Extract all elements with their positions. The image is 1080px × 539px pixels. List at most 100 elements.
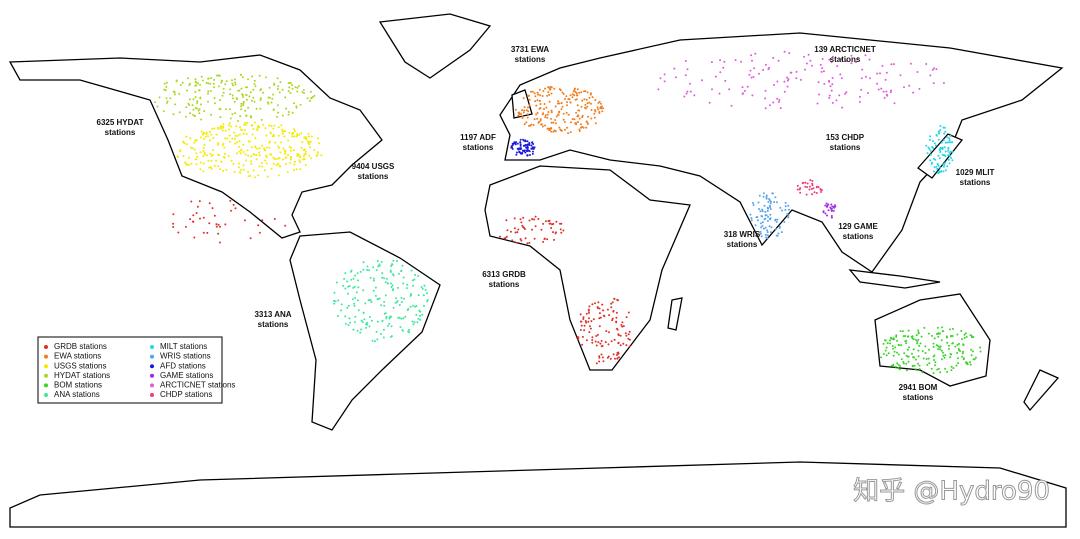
station-dot <box>949 154 952 157</box>
station-dot <box>347 324 350 327</box>
station-dot <box>536 117 539 120</box>
station-dot <box>357 286 360 289</box>
station-dot <box>586 105 589 108</box>
station-dot <box>741 86 744 89</box>
station-dot <box>296 132 299 135</box>
station-dot <box>762 195 765 198</box>
station-dot <box>819 188 822 190</box>
station-dot <box>535 113 538 116</box>
station-dot <box>769 104 771 107</box>
station-dot <box>616 357 619 360</box>
station-dot <box>530 90 532 93</box>
station-dot <box>277 85 280 88</box>
station-dot <box>378 263 381 266</box>
station-dot <box>885 346 888 349</box>
station-dots <box>154 50 982 375</box>
station-dot <box>366 265 369 268</box>
station-dot <box>198 200 201 203</box>
station-dot <box>822 70 825 73</box>
station-dot <box>831 101 834 104</box>
station-dot <box>313 94 316 97</box>
station-dot <box>288 86 291 89</box>
station-dot <box>562 118 565 121</box>
station-dot <box>740 60 743 63</box>
station-dot <box>234 135 237 137</box>
station-dot <box>961 338 963 341</box>
legend-label: MILT stations <box>160 342 207 351</box>
station-dot <box>893 102 896 105</box>
station-dot <box>522 111 525 114</box>
station-dot <box>936 326 939 329</box>
station-dot <box>938 166 941 169</box>
station-dot <box>252 128 255 131</box>
station-dot <box>944 161 947 164</box>
station-dot <box>850 62 853 65</box>
station-dot <box>268 124 271 127</box>
station-dot <box>237 162 240 165</box>
station-dot <box>287 90 290 93</box>
station-dot <box>233 131 236 134</box>
station-dot <box>929 74 932 77</box>
station-dot <box>506 229 509 232</box>
station-dot <box>403 297 405 300</box>
station-dot <box>196 100 199 103</box>
legend-label: EWA stations <box>54 352 101 361</box>
station-dot <box>537 93 540 96</box>
station-dot <box>239 126 241 129</box>
station-dot <box>907 329 910 332</box>
station-dot <box>351 298 354 301</box>
station-dot <box>294 86 297 89</box>
station-dot <box>299 168 302 171</box>
station-dot <box>795 77 798 80</box>
station-dot <box>829 85 832 88</box>
station-dot <box>591 339 594 341</box>
station-dot <box>220 160 223 163</box>
station-dot <box>228 108 231 111</box>
station-dot <box>524 151 527 154</box>
station-dot <box>541 113 544 116</box>
station-dot <box>253 83 256 85</box>
station-dot <box>674 76 677 79</box>
station-dot <box>217 142 220 145</box>
station-dot <box>817 81 820 84</box>
station-dot <box>340 309 342 312</box>
station-dot <box>531 141 534 144</box>
station-dot <box>396 260 398 262</box>
station-dot <box>222 123 225 126</box>
station-dot <box>779 206 782 209</box>
station-dot <box>597 108 600 111</box>
station-dot <box>217 154 220 157</box>
station-dot <box>761 208 764 211</box>
station-dot <box>371 339 374 342</box>
station-dot <box>776 218 779 221</box>
station-dot <box>247 106 250 109</box>
station-dot <box>788 52 791 55</box>
station-dot <box>280 124 283 127</box>
station-dot <box>199 103 202 106</box>
station-dot <box>830 215 833 217</box>
station-dot <box>525 149 528 152</box>
station-dot <box>163 82 166 85</box>
station-dot <box>882 90 885 93</box>
station-dot <box>548 93 551 96</box>
station-dot <box>307 132 310 135</box>
station-dot <box>215 133 218 136</box>
station-dot <box>423 304 425 307</box>
station-dot <box>788 208 790 211</box>
station-dot <box>192 113 195 116</box>
station-dot <box>353 285 356 288</box>
station-dot <box>830 89 833 92</box>
station-dot <box>754 52 757 55</box>
station-dot <box>296 90 299 93</box>
station-dot <box>784 205 787 208</box>
station-dot <box>539 119 542 122</box>
station-dot <box>236 141 239 144</box>
station-dot <box>933 67 935 70</box>
station-dot <box>505 235 508 238</box>
station-dot <box>298 159 301 162</box>
station-dot <box>822 210 825 213</box>
station-dot <box>758 208 760 210</box>
station-dot <box>615 316 618 319</box>
station-dot <box>392 259 395 262</box>
